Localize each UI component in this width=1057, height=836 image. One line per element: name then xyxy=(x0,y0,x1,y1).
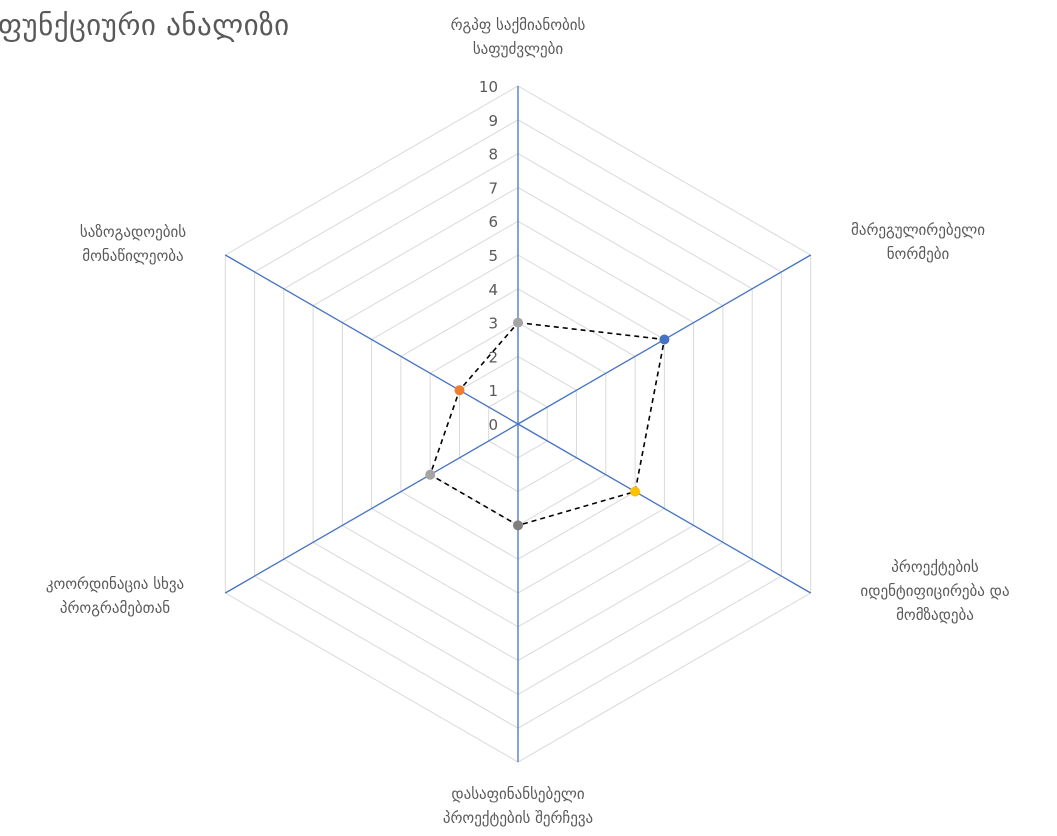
data-point-marker xyxy=(513,520,523,531)
category-label-line: საზოგადოების xyxy=(79,223,187,241)
radial-tick-label: 2 xyxy=(488,348,498,366)
radial-tick-label: 10 xyxy=(479,78,498,96)
category-label-line: რგპფ საქმიანობის xyxy=(450,16,586,34)
category-label-rgpf-foundations: რგპფ საქმიანობის საფუძვლები xyxy=(451,13,586,61)
category-label-line: საფუძვლები xyxy=(472,40,564,58)
data-point-marker xyxy=(425,469,436,480)
category-label-line: კოორდინაცია სხვა xyxy=(45,575,185,593)
category-label-line: იდენტიფიცირება და xyxy=(860,582,1010,600)
category-label-project-selection: დასაფინანსებელი პროექტების შერჩევა xyxy=(443,782,593,830)
radial-tick-label: 4 xyxy=(488,281,498,299)
radial-tick-label: 6 xyxy=(488,213,498,231)
radial-axis-line xyxy=(224,423,519,594)
data-point-marker xyxy=(454,385,465,396)
category-label-line: მარეგულირებელი xyxy=(851,221,985,239)
category-label-line: დასაფინანსებელი xyxy=(451,785,585,803)
category-label-line: ნორმები xyxy=(886,245,950,263)
radial-tick-label: 3 xyxy=(488,315,498,333)
category-label-line: პროექტების xyxy=(891,558,979,576)
data-point-marker xyxy=(513,317,523,328)
radial-tick-label: 8 xyxy=(488,146,498,164)
data-point-marker xyxy=(630,486,641,497)
category-label-coordination: კოორდინაცია სხვა პროგრამებთან xyxy=(46,572,184,620)
data-point-marker xyxy=(659,334,670,345)
category-label-line: პროექტების შერჩევა xyxy=(442,809,594,827)
radial-tick-label: 7 xyxy=(488,179,498,197)
category-label-public-participation: საზოგადოების მონაწილეობა xyxy=(80,220,186,268)
radial-axis-line xyxy=(517,423,812,594)
chart-title: ფუნქციური ანალიზი xyxy=(0,8,290,42)
category-label-line: პროგრამებთან xyxy=(59,599,171,617)
category-label-project-identification: პროექტების იდენტიფიცირება და მომზადება xyxy=(860,555,1009,627)
radial-axis-line xyxy=(224,254,519,425)
category-label-regulatory-norms: მარეგულირებელი ნორმები xyxy=(851,218,985,266)
category-label-line: მომზადება xyxy=(896,606,974,624)
radial-tick-label: 5 xyxy=(488,247,498,265)
radial-tick-label: 0 xyxy=(488,416,498,434)
category-label-line: მონაწილეობა xyxy=(82,247,184,265)
radial-tick-label: 9 xyxy=(488,112,498,130)
radial-tick-label: 1 xyxy=(488,382,498,400)
